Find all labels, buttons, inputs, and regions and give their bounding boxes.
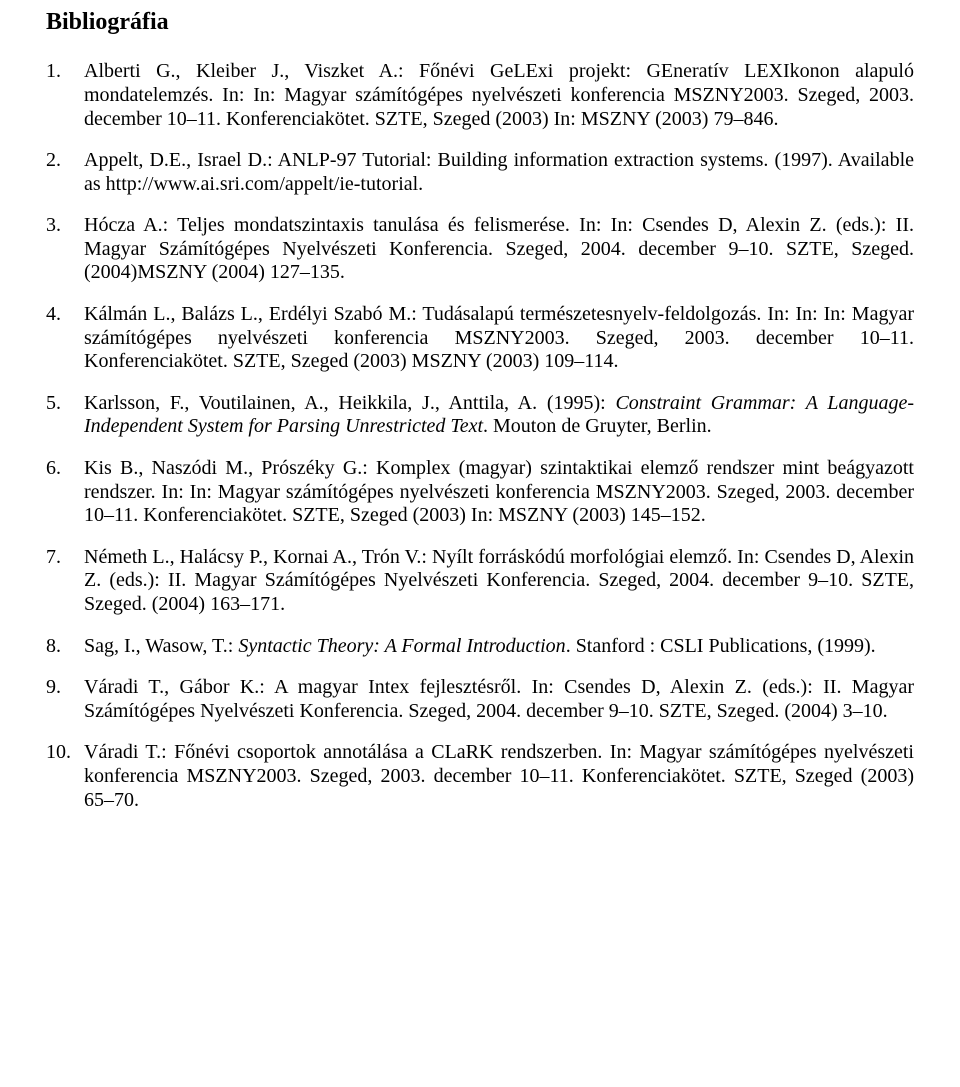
bibliography-entry: 4.Kálmán L., Balázs L., Erdélyi Szabó M.… <box>46 303 914 374</box>
entry-number: 4. <box>46 303 84 374</box>
entry-segment: Váradi T., Gábor K.: A magyar Intex fejl… <box>84 676 914 722</box>
bibliography-entry: 7.Németh L., Halácsy P., Kornai A., Trón… <box>46 546 914 617</box>
entry-number: 1. <box>46 60 84 131</box>
entry-text: Németh L., Halácsy P., Kornai A., Trón V… <box>84 546 914 617</box>
bibliography-entry: 9.Váradi T., Gábor K.: A magyar Intex fe… <box>46 676 914 723</box>
entry-number: 8. <box>46 635 84 659</box>
entry-text: Karlsson, F., Voutilainen, A., Heikkila,… <box>84 392 914 439</box>
bibliography-entry: 3.Hócza A.: Teljes mondatszintaxis tanul… <box>46 214 914 285</box>
entry-segment: Váradi T.: Főnévi csoportok annotálása a… <box>84 741 914 810</box>
entry-segment: Sag, I., Wasow, T.: <box>84 635 238 657</box>
bibliography-entry: 5.Karlsson, F., Voutilainen, A., Heikkil… <box>46 392 914 439</box>
entry-segment: Németh L., Halácsy P., Kornai A., Trón V… <box>84 546 914 615</box>
entry-text: Alberti G., Kleiber J., Viszket A.: Főné… <box>84 60 914 131</box>
bibliography-entry: 10.Váradi T.: Főnévi csoportok annotálás… <box>46 741 914 812</box>
entry-text: Kis B., Naszódi M., Prószéky G.: Komplex… <box>84 457 914 528</box>
entry-segment: . Mouton de Gruyter, Berlin. <box>483 415 712 437</box>
entry-segment: . Stanford : CSLI Publications, (1999). <box>566 635 876 657</box>
entry-italic-segment: Syntactic Theory: A Formal Introduction <box>238 635 565 657</box>
entry-text: Kálmán L., Balázs L., Erdélyi Szabó M.: … <box>84 303 914 374</box>
entry-segment: Alberti G., Kleiber J., Viszket A.: Főné… <box>84 60 914 129</box>
entry-number: 7. <box>46 546 84 617</box>
entry-text: Hócza A.: Teljes mondatszintaxis tanulás… <box>84 214 914 285</box>
entry-text: Appelt, D.E., Israel D.: ANLP-97 Tutoria… <box>84 149 914 196</box>
entry-segment: Appelt, D.E., Israel D.: ANLP-97 Tutoria… <box>84 149 914 195</box>
entry-number: 3. <box>46 214 84 285</box>
bibliography-entry: 1.Alberti G., Kleiber J., Viszket A.: Fő… <box>46 60 914 131</box>
entry-text: Sag, I., Wasow, T.: Syntactic Theory: A … <box>84 635 914 659</box>
entry-number: 6. <box>46 457 84 528</box>
bibliography-entry: 6.Kis B., Naszódi M., Prószéky G.: Kompl… <box>46 457 914 528</box>
entry-text: Váradi T.: Főnévi csoportok annotálása a… <box>84 741 914 812</box>
entry-segment: Kálmán L., Balázs L., Erdélyi Szabó M.: … <box>84 303 914 372</box>
entry-segment: Kis B., Naszódi M., Prószéky G.: Komplex… <box>84 457 914 526</box>
bibliography-list: 1.Alberti G., Kleiber J., Viszket A.: Fő… <box>46 60 914 812</box>
page-title: Bibliográfia <box>46 8 914 36</box>
entry-number: 2. <box>46 149 84 196</box>
bibliography-entry: 2.Appelt, D.E., Israel D.: ANLP-97 Tutor… <box>46 149 914 196</box>
bibliography-entry: 8.Sag, I., Wasow, T.: Syntactic Theory: … <box>46 635 914 659</box>
entry-number: 9. <box>46 676 84 723</box>
entry-number: 5. <box>46 392 84 439</box>
entry-segment: Hócza A.: Teljes mondatszintaxis tanulás… <box>84 214 914 283</box>
entry-text: Váradi T., Gábor K.: A magyar Intex fejl… <box>84 676 914 723</box>
entry-number: 10. <box>46 741 84 812</box>
entry-segment: Karlsson, F., Voutilainen, A., Heikkila,… <box>84 392 615 414</box>
